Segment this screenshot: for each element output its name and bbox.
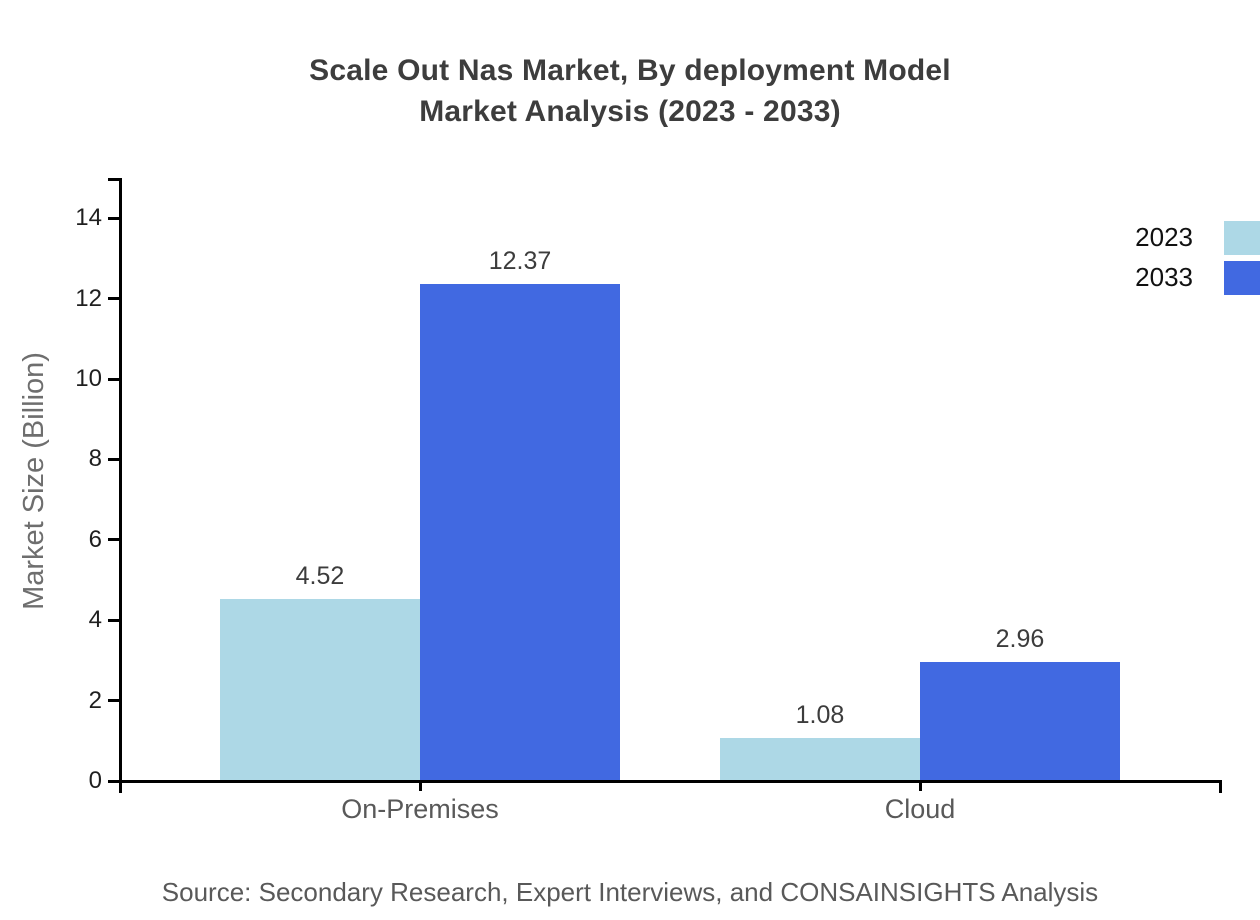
y-axis-outer-tick <box>108 178 122 181</box>
x-axis-category-label: On-Premises <box>341 794 499 824</box>
y-axis-tick-label: 4 <box>88 606 102 634</box>
x-axis-tick <box>918 781 922 791</box>
y-axis-tick <box>108 216 122 220</box>
y-axis-tick-label: 8 <box>88 445 102 473</box>
y-axis-tick <box>108 779 122 783</box>
y-axis-tick <box>108 297 122 301</box>
bar-2023-on-premises <box>220 599 420 780</box>
y-axis-tick <box>108 538 122 542</box>
bar-2023-cloud <box>720 737 920 780</box>
y-axis-tick-label: 2 <box>88 686 102 714</box>
y-axis-tick <box>108 457 122 461</box>
source-note: Source: Secondary Research, Expert Inter… <box>161 877 1099 907</box>
legend-swatch-2023 <box>1224 221 1260 255</box>
legend-label-2033: 2033 <box>1135 262 1193 292</box>
x-axis-tick <box>418 781 422 791</box>
chart-title-line1: Scale Out Nas Market, By deployment Mode… <box>309 54 951 87</box>
bar-value-label: 1.08 <box>795 700 845 729</box>
bar-value-label: 2.96 <box>995 625 1045 653</box>
legend-label-2023: 2023 <box>1135 222 1193 252</box>
bar-2033-on-premises <box>420 283 620 780</box>
y-axis-tick <box>108 618 122 622</box>
y-axis-tick-label: 6 <box>88 525 102 553</box>
legend-swatch-2033 <box>1224 261 1260 295</box>
y-axis-line <box>119 178 122 793</box>
bar-2033-cloud <box>920 662 1120 780</box>
y-axis-tick-label: 0 <box>88 767 102 794</box>
bar-value-label: 12.37 <box>488 246 552 275</box>
x-axis-category-label: Cloud <box>884 794 956 824</box>
y-axis-tick-label: 14 <box>75 204 102 232</box>
y-axis-tick <box>108 377 122 381</box>
bar-value-label: 4.52 <box>295 562 345 591</box>
y-axis-tick-label: 12 <box>75 284 102 312</box>
chart-title-line2: Market Analysis (2023 - 2033) <box>419 95 841 128</box>
x-axis-line <box>119 779 1222 783</box>
x-axis-outer-tick <box>1219 781 1222 793</box>
chart-title: Scale Out Nas Market, By deployment Mode… <box>0 50 1260 132</box>
y-axis-tick-label: 10 <box>75 365 102 392</box>
y-axis-tick <box>108 699 122 703</box>
